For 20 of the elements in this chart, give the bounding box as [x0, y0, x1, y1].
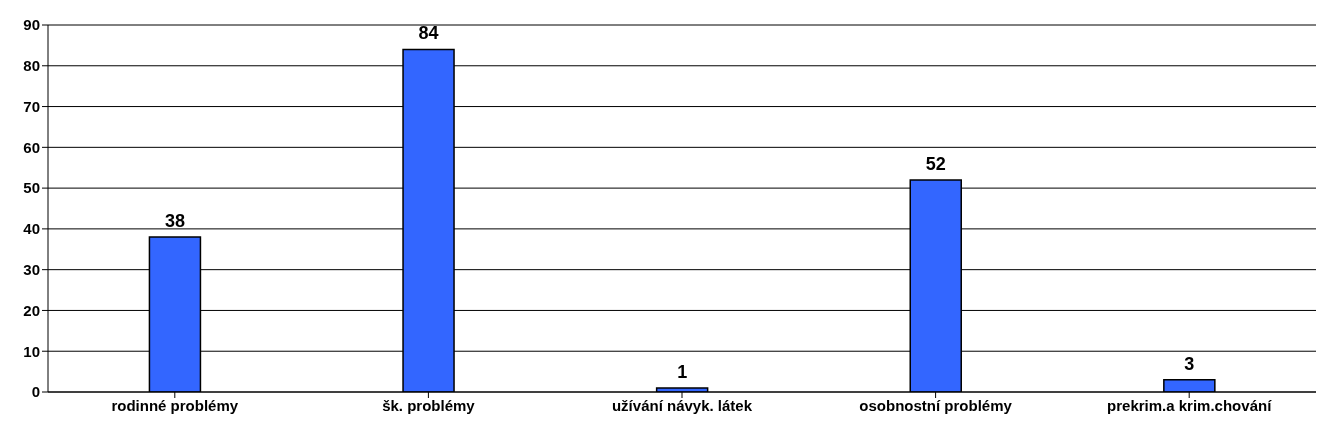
data-label: 38 — [164, 211, 185, 232]
x-tick-label: šk. problémy — [382, 396, 476, 414]
y-tick-label: 40 — [23, 220, 40, 238]
y-tick-label: 30 — [23, 260, 40, 278]
x-tick-label: prekrim.a krim.chování — [1107, 396, 1273, 414]
data-label: 52 — [925, 153, 946, 174]
x-tick-label: rodinné problémy — [111, 396, 239, 414]
y-tick-label: 10 — [23, 342, 40, 360]
y-tick-label: 20 — [23, 301, 40, 319]
y-tick-label: 50 — [23, 179, 40, 197]
x-tick-label: užívání návyk. látek — [611, 396, 753, 414]
y-tick-label: 70 — [23, 97, 40, 115]
data-label: 1 — [677, 361, 688, 382]
x-tick-label: osobnostní problémy — [859, 396, 1013, 414]
data-label: 84 — [418, 23, 439, 44]
data-label: 3 — [1184, 353, 1195, 374]
y-tick-label: 80 — [23, 57, 40, 75]
y-tick-label: 60 — [23, 138, 40, 156]
y-tick-label: 0 — [31, 383, 40, 401]
y-tick-label: 90 — [23, 16, 40, 34]
